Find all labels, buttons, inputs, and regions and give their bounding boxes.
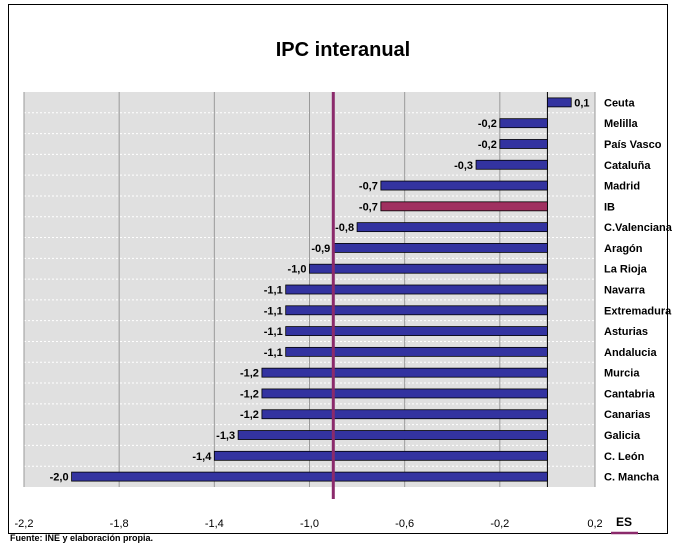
bar xyxy=(499,139,548,149)
data-label: -0,8 xyxy=(335,222,354,234)
data-label: -1,2 xyxy=(240,388,259,400)
source-note: Fuente: INE y elaboración propia. xyxy=(10,533,153,543)
data-label: -0,2 xyxy=(478,118,497,130)
category-label: Madrid xyxy=(604,181,640,193)
bar xyxy=(261,388,548,399)
x-tick-label: -1,4 xyxy=(205,518,224,530)
bar xyxy=(261,409,548,420)
category-label: Asturias xyxy=(604,326,648,338)
category-label: IB xyxy=(604,201,615,213)
plot-area: 0,1 Ceuta -0,2 Melilla -0,2 País Vasco -0,3 Cat… xyxy=(15,92,673,535)
category-label: Andalucia xyxy=(604,347,657,359)
chart-title: IPC interanual xyxy=(276,39,410,61)
bar xyxy=(332,243,548,253)
bar xyxy=(261,367,548,378)
bar xyxy=(285,346,548,357)
legend: ES xyxy=(611,515,638,535)
category-label: Aragón xyxy=(604,243,643,255)
data-label: -0,9 xyxy=(311,243,330,255)
bar xyxy=(213,450,548,461)
category-label: C.Valenciana xyxy=(604,222,673,234)
data-label: -0,3 xyxy=(454,160,473,172)
data-label: -1,0 xyxy=(288,264,307,276)
bar xyxy=(356,222,548,233)
category-label: Murcia xyxy=(604,368,640,380)
data-label: -1,1 xyxy=(264,305,283,317)
category-label: Melilla xyxy=(604,118,639,130)
bar xyxy=(71,471,548,482)
legend-label: ES xyxy=(616,515,632,529)
category-label: C. León xyxy=(604,451,645,463)
data-label: -1,4 xyxy=(192,451,212,463)
data-label: -0,2 xyxy=(478,139,497,151)
category-label: Galicia xyxy=(604,430,641,442)
x-tick-label: -2,2 xyxy=(15,518,34,530)
category-label: C. Mancha xyxy=(604,472,660,484)
data-label: -1,1 xyxy=(264,285,283,297)
x-tick-label: -1,0 xyxy=(300,518,319,530)
bar xyxy=(285,305,548,316)
category-label: Navarra xyxy=(604,285,646,297)
x-tick-label: -0,2 xyxy=(490,518,509,530)
category-label: Cantabria xyxy=(604,388,656,400)
category-label: Extremadura xyxy=(604,305,672,317)
category-label: País Vasco xyxy=(604,139,662,151)
bar xyxy=(380,180,548,191)
x-tick-label: -0,6 xyxy=(395,518,414,530)
category-label: Canarias xyxy=(604,409,650,421)
x-tick-label: -1,8 xyxy=(110,518,129,530)
data-label: -1,3 xyxy=(216,430,235,442)
data-label: -1,1 xyxy=(264,326,283,338)
bar xyxy=(285,284,548,295)
bar xyxy=(547,97,572,108)
data-label: -1,2 xyxy=(240,409,259,421)
bar xyxy=(285,326,548,336)
bar xyxy=(309,263,548,274)
bar xyxy=(475,159,548,170)
category-label: La Rioja xyxy=(604,264,648,276)
data-label: -1,2 xyxy=(240,368,259,380)
category-label: Cataluña xyxy=(604,160,651,172)
data-label: 0,1 xyxy=(574,97,589,109)
bar xyxy=(380,201,548,212)
data-label: -2,0 xyxy=(50,472,69,484)
category-label: Ceuta xyxy=(604,97,635,109)
x-tick-label: 0,2 xyxy=(587,518,602,530)
data-label: -0,7 xyxy=(359,201,378,213)
data-label: -1,1 xyxy=(264,347,283,359)
data-label: -0,7 xyxy=(359,181,378,193)
bar xyxy=(237,430,548,440)
bar xyxy=(499,118,548,129)
